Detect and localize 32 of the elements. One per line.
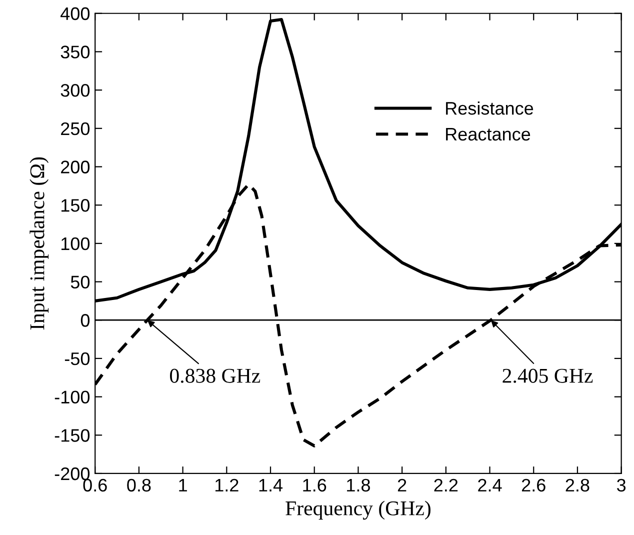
legend-label: Resistance <box>446 101 534 115</box>
x-tick-label: 2.8 <box>566 478 590 492</box>
y-tick-label: 0 <box>80 314 90 327</box>
y-tick-label: 250 <box>61 122 90 136</box>
annotation: 2.405 GHz <box>502 368 593 383</box>
x-tick-label: 2.4 <box>478 478 502 492</box>
legend-label: Reactance <box>446 128 530 141</box>
x-tick-label: 1 <box>179 479 187 492</box>
x-axis-title: Frequency (GHz) <box>286 500 430 520</box>
x-tick-label: 0.8 <box>127 478 151 492</box>
y-tick-label: -150 <box>54 429 90 442</box>
y-tick-label: 400 <box>60 7 90 20</box>
y-tick-label: 50 <box>70 276 90 288</box>
y-tick-label: 200 <box>61 160 90 174</box>
annotation: 0.838 GHz <box>170 368 260 383</box>
x-tick-label: 3 <box>616 478 626 492</box>
x-tick-label: 1.8 <box>347 478 370 492</box>
y-axis-title: Input impedance (Ω) <box>30 157 49 330</box>
x-tick-label: 1.2 <box>215 478 238 492</box>
y-tick-label: 350 <box>60 46 90 58</box>
x-tick-label: 0.6 <box>83 478 107 492</box>
y-tick-label: 300 <box>60 84 90 97</box>
y-tick-label: 150 <box>61 199 90 212</box>
y-tick-label: -100 <box>54 390 90 404</box>
x-tick-label: 2.6 <box>522 478 546 492</box>
y-tick-label: 100 <box>61 237 90 250</box>
y-tick-label: -200 <box>54 467 90 480</box>
x-tick-label: 2 <box>398 478 406 492</box>
x-tick-label: 1.4 <box>259 479 283 492</box>
y-tick-label: -50 <box>64 352 90 366</box>
x-tick-label: 1.6 <box>303 478 326 492</box>
x-tick-label: 2.2 <box>434 478 458 492</box>
